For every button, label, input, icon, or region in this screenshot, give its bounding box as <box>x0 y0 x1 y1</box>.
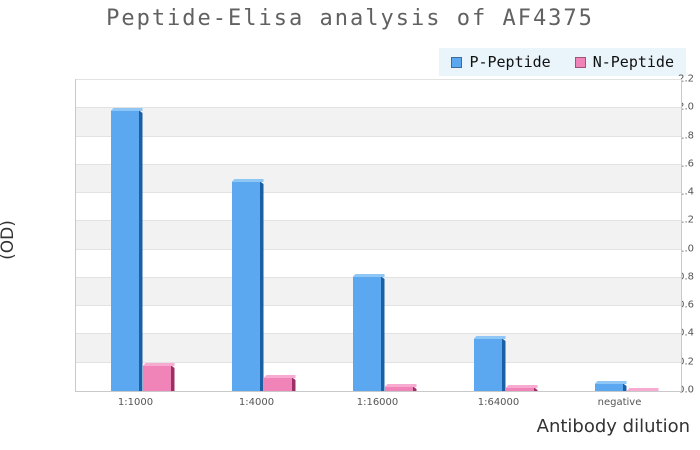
x-tick-label-negative: negative <box>597 397 642 408</box>
bar-side-face <box>291 377 296 391</box>
y-tick-label: 0.8 <box>678 271 694 283</box>
x-tick-label-1:16000: 1:16000 <box>356 397 399 408</box>
y-tick-label: 2.0 <box>678 101 694 113</box>
bar-side-face <box>501 338 506 391</box>
bar-top-face <box>110 108 143 111</box>
plot-band <box>76 221 681 250</box>
bar-top-face <box>384 384 417 387</box>
bar-top-face <box>594 381 627 384</box>
plot-band <box>76 108 681 137</box>
bar-front-face <box>473 339 502 391</box>
bar-p-peptide-1:1000 <box>110 108 143 391</box>
bar-front-face <box>505 388 534 391</box>
y-tick-label: 1.2 <box>678 214 694 226</box>
bar-side-face <box>533 387 538 391</box>
bar-side-face <box>138 110 143 391</box>
bar-front-face <box>142 366 171 391</box>
x-tick-label-1:4000: 1:4000 <box>238 397 275 408</box>
x-axis-label: Antibody dilution <box>536 416 690 437</box>
bar-n-peptide-1:64000 <box>505 385 538 391</box>
x-tick-label-1:1000: 1:1000 <box>117 397 154 408</box>
y-axis-label: (OD) <box>0 220 18 260</box>
y-tick-label: 2.2 <box>678 73 694 85</box>
y-tick-label: 0.6 <box>678 299 694 311</box>
bar-front-face <box>231 182 260 391</box>
plot-band <box>76 193 681 222</box>
legend-label: N-Peptide <box>592 53 674 71</box>
bar-top-face <box>473 336 506 339</box>
plot-band <box>76 249 681 278</box>
plot-area <box>75 79 682 392</box>
bar-side-face <box>170 365 175 391</box>
legend-item-n-peptide: N-Peptide <box>574 53 674 71</box>
bar-n-peptide-1:16000 <box>384 384 417 391</box>
gridline <box>76 135 681 137</box>
legend-label: P-Peptide <box>469 53 551 71</box>
bar-p-peptide-1:16000 <box>352 274 385 391</box>
gridline <box>76 220 681 222</box>
bar-n-peptide-1:4000 <box>263 375 296 391</box>
gridline <box>76 79 681 80</box>
plot-band <box>76 164 681 194</box>
x-tick-label-1:64000: 1:64000 <box>477 397 520 408</box>
bar-side-face <box>412 386 417 391</box>
bar-side-face <box>380 276 385 391</box>
y-tick-label: 0.4 <box>678 327 694 339</box>
bar-side-face <box>622 383 627 391</box>
gridline <box>76 107 681 109</box>
gridline <box>76 163 681 165</box>
bar-side-face <box>259 181 264 391</box>
legend-swatch-icon <box>451 56 463 68</box>
bar-top-face <box>231 179 264 182</box>
bar-front-face <box>384 387 413 391</box>
bar-front-face <box>263 378 292 391</box>
bar-p-peptide-negative <box>594 381 627 391</box>
plot-band <box>76 136 681 165</box>
bar-top-face <box>263 375 296 378</box>
bar-top-face <box>142 363 175 366</box>
chart-title: Peptide-Elisa analysis of AF4375 <box>106 6 594 31</box>
bar-top-face <box>352 274 385 277</box>
bar-front-face <box>594 384 623 391</box>
bar-n-peptide-negative <box>626 388 659 391</box>
y-tick-label: 0.2 <box>678 356 694 368</box>
gridline <box>76 248 681 250</box>
bar-front-face <box>352 277 381 391</box>
bar-top-face <box>626 388 659 391</box>
y-tick-label: 1.8 <box>678 130 694 142</box>
y-tick-label: 1.6 <box>678 158 694 170</box>
y-tick-label: 1.4 <box>678 186 694 198</box>
bar-top-face <box>505 385 538 388</box>
bar-p-peptide-1:64000 <box>473 336 506 391</box>
legend-swatch-icon <box>574 56 586 68</box>
legend-item-p-peptide: P-Peptide <box>451 53 551 71</box>
y-tick-label: 1.0 <box>678 243 694 255</box>
gridline <box>76 192 681 194</box>
bar-n-peptide-1:1000 <box>142 363 175 391</box>
bar-front-face <box>110 111 139 391</box>
plot-band <box>76 80 681 109</box>
legend: P-Peptide N-Peptide <box>439 48 686 76</box>
y-tick-label: 0.0 <box>678 384 694 396</box>
bar-p-peptide-1:4000 <box>231 179 264 391</box>
